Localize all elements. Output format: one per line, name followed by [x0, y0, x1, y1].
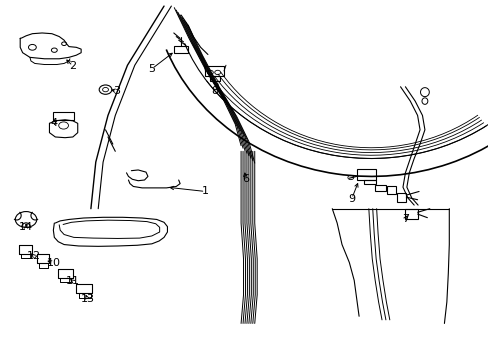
Text: 12: 12 [27, 251, 41, 261]
Text: 10: 10 [46, 258, 60, 268]
Text: 14: 14 [19, 222, 33, 232]
Bar [205, 66, 224, 76]
Bar [405, 209, 417, 220]
Bar [53, 112, 74, 120]
Text: 3: 3 [113, 86, 120, 96]
Text: 4: 4 [51, 118, 58, 128]
Bar [386, 186, 395, 194]
Text: 7: 7 [401, 214, 408, 224]
Bar [363, 180, 375, 184]
Text: 13: 13 [81, 294, 94, 304]
Text: 2: 2 [69, 61, 76, 71]
Text: 6: 6 [242, 174, 248, 184]
Bar [173, 45, 188, 53]
Text: 1: 1 [202, 186, 208, 197]
Bar [396, 193, 406, 202]
Bar [210, 76, 220, 81]
Text: 5: 5 [148, 64, 155, 74]
Bar [374, 185, 385, 192]
Text: 8: 8 [211, 86, 218, 96]
Bar [356, 169, 375, 180]
Text: 9: 9 [347, 194, 355, 204]
Text: 11: 11 [66, 276, 80, 286]
